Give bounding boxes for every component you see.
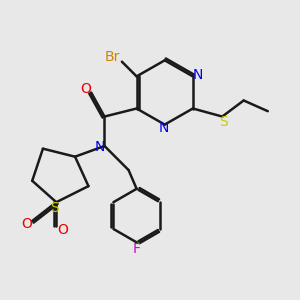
Text: F: F: [133, 242, 141, 256]
Text: S: S: [51, 201, 59, 215]
Text: O: O: [80, 82, 91, 96]
Text: N: N: [94, 140, 105, 154]
Text: O: O: [21, 217, 32, 231]
Text: N: N: [158, 121, 169, 135]
Text: N: N: [193, 68, 203, 82]
Text: O: O: [57, 223, 68, 236]
Text: S: S: [219, 116, 228, 129]
Text: Br: Br: [105, 50, 120, 64]
